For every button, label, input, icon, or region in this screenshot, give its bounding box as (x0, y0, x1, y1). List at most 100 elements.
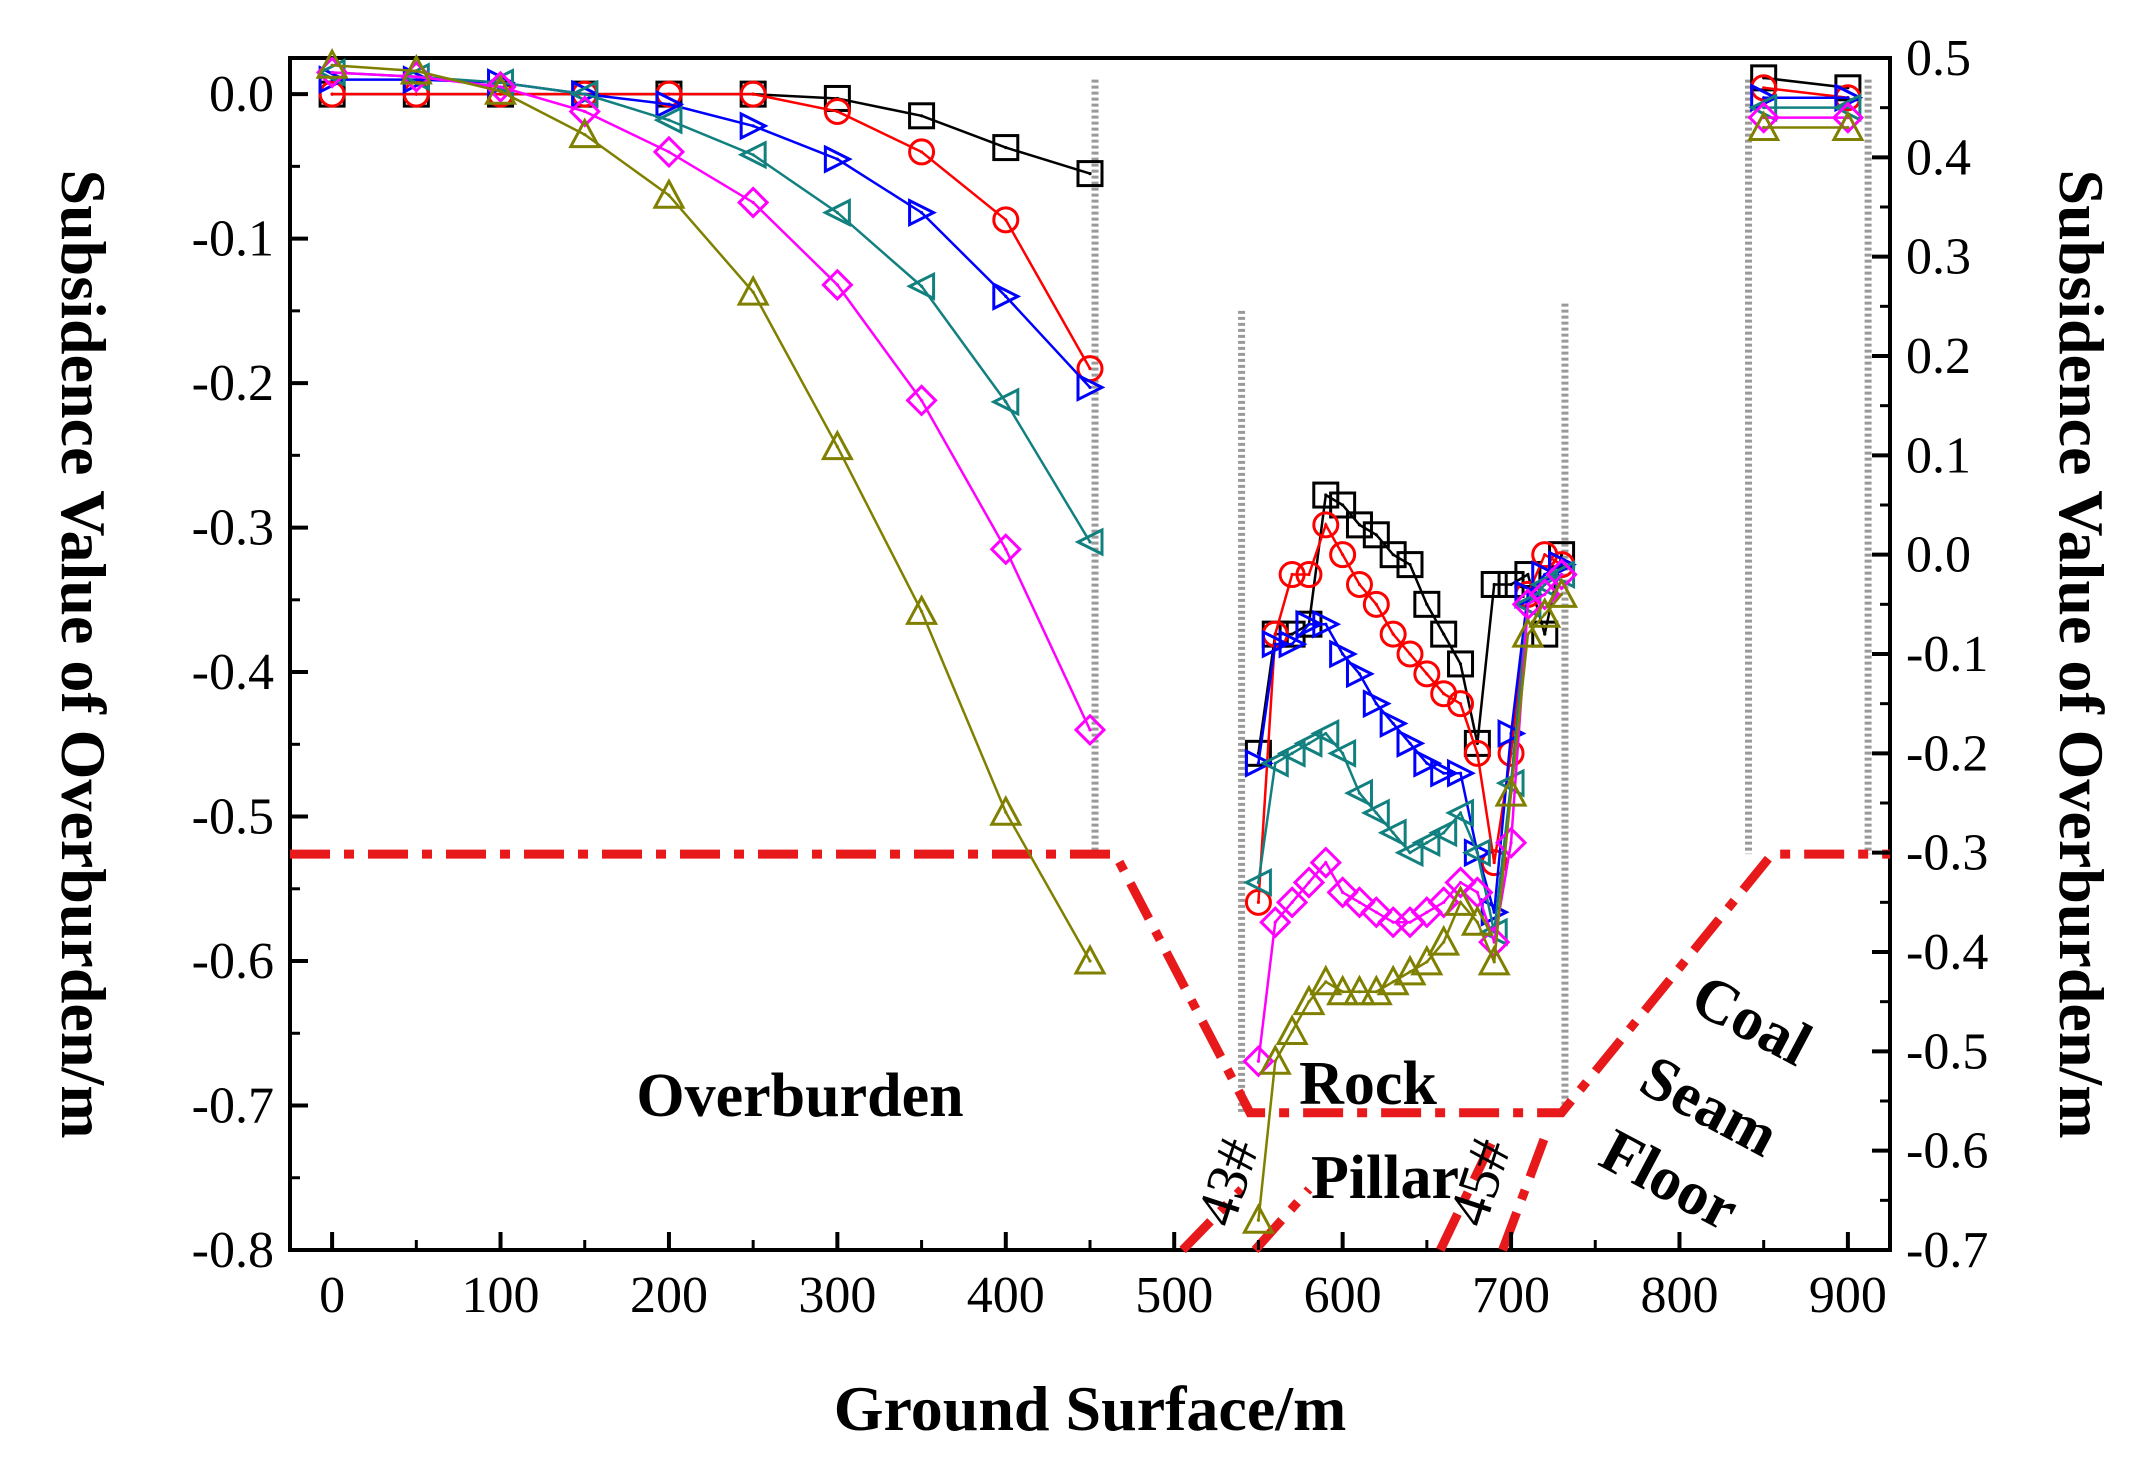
triangle-left-marker (569, 79, 599, 109)
diamond-marker (1494, 826, 1528, 859)
triangle-right-marker (1278, 629, 1308, 659)
square-marker (1447, 650, 1475, 678)
marker-center-dot (667, 193, 671, 197)
square-marker (1362, 521, 1390, 549)
triangle-right-marker (1076, 372, 1106, 402)
marker-center-dot (1357, 582, 1362, 587)
marker-center-dot (919, 609, 924, 613)
marker-center-dot (1475, 751, 1479, 755)
triangle-up-marker (315, 48, 349, 79)
marker-center-dot (1442, 771, 1446, 775)
left-y-tick-label: -0.3 (192, 500, 274, 557)
diamond-marker (1831, 101, 1865, 134)
pillar-label: Pillar (1311, 1144, 1459, 1212)
marker-center-dot (1526, 632, 1530, 636)
series-3-overburden-segment-line (332, 78, 1091, 389)
triangle-up-marker (1410, 944, 1444, 976)
marker-center-dot (1256, 1218, 1261, 1222)
marker-center-dot (1458, 771, 1463, 775)
marker-center-dot (1408, 920, 1412, 924)
diamond-marker (1292, 866, 1326, 899)
series-1-overburden-segment-line (332, 92, 1091, 175)
marker-center-dot (498, 92, 503, 96)
triangle-right-marker (655, 89, 685, 119)
triangle-right-marker (1430, 758, 1460, 788)
triangle-left-marker (1377, 818, 1407, 848)
diamond-marker (821, 268, 854, 301)
marker-center-dot (1458, 702, 1463, 706)
triangle-right-marker (1413, 748, 1443, 778)
triangle-up-marker (1073, 943, 1107, 975)
marker-center-dot (1509, 582, 1513, 587)
marker-center-dot (1088, 959, 1092, 963)
triangle-left-marker (1074, 527, 1104, 557)
marker-center-dot (1341, 751, 1345, 755)
marker-center-dot (1509, 841, 1513, 845)
x-tick-label: 300 (798, 1267, 876, 1324)
overburden-label: Overburden (636, 1062, 963, 1130)
circle-marker (1396, 640, 1424, 668)
circle-marker (908, 138, 936, 166)
marker-center-dot (1475, 890, 1479, 895)
marker-center-dot (1088, 385, 1092, 390)
triangle-up-marker (1292, 984, 1326, 1016)
diamond-marker (1343, 886, 1376, 919)
marker-center-dot (835, 157, 839, 161)
triangle-right-marker (1480, 897, 1510, 927)
right-y-tick-label: -0.4 (1906, 924, 1988, 981)
diamond-marker (1309, 846, 1342, 879)
marker-center-dot (1290, 751, 1294, 755)
marker-center-dot (498, 85, 503, 89)
marker-center-dot (414, 92, 418, 96)
triangle-right-marker (1244, 748, 1274, 778)
marker-center-dot (751, 92, 755, 96)
marker-center-dot (1307, 741, 1311, 746)
marker-center-dot (1492, 960, 1496, 964)
left-y-tick-label: -0.4 (192, 644, 274, 701)
triangle-up-marker (1393, 954, 1427, 986)
triangle-left-marker (653, 105, 683, 135)
marker-center-dot (835, 210, 839, 215)
marker-center-dot (1391, 920, 1395, 924)
marker-center-dot (1256, 761, 1261, 765)
marker-center-dot (919, 150, 924, 154)
triangle-left-marker (1310, 719, 1340, 748)
right-y-tick-label: -0.6 (1906, 1123, 1988, 1180)
triangle-up-marker (1258, 1044, 1292, 1075)
square-marker (1430, 620, 1458, 648)
x-tick-label: 600 (1304, 1267, 1382, 1324)
triangle-right-marker (908, 198, 937, 228)
left-y-axis-title: Subsidence Value of Overburden/m (48, 169, 119, 1138)
marker-center-dot (1374, 910, 1378, 914)
series-2-overburden-segment-line (332, 92, 1092, 370)
marker-center-dot (1004, 400, 1008, 404)
triangle-up-marker (1326, 974, 1360, 1006)
marker-center-dot (1088, 367, 1092, 371)
right-y-tick-label: -0.3 (1906, 825, 1988, 882)
marker-center-dot (1408, 741, 1412, 746)
marker-center-dot (1543, 553, 1547, 557)
marker-center-dot (919, 210, 924, 215)
marker-center-dot (1509, 731, 1513, 736)
x-tick-label: 700 (1472, 1267, 1550, 1324)
triangle-up-marker (1494, 775, 1528, 807)
marker-center-dot (835, 109, 839, 114)
marker-center-dot (1290, 900, 1294, 904)
marker-center-dot (835, 283, 839, 287)
triangle-up-marker (905, 594, 939, 625)
marker-center-dot (1341, 652, 1345, 656)
x-tick-label: 400 (967, 1267, 1045, 1324)
triangle-up-marker (484, 74, 518, 105)
marker-center-dot (1425, 602, 1429, 606)
marker-center-dot (1290, 642, 1294, 646)
triangle-left-marker (1428, 818, 1458, 848)
triangle-up-marker (989, 795, 1023, 826)
marker-center-dot (1357, 900, 1362, 904)
marker-center-dot (1509, 791, 1513, 795)
marker-center-dot (1492, 910, 1496, 914)
marker-center-dot (1374, 811, 1378, 815)
marker-center-dot (1526, 592, 1530, 597)
right-y-tick-label: 0.5 (1906, 30, 1971, 87)
circle-marker (1329, 541, 1357, 569)
